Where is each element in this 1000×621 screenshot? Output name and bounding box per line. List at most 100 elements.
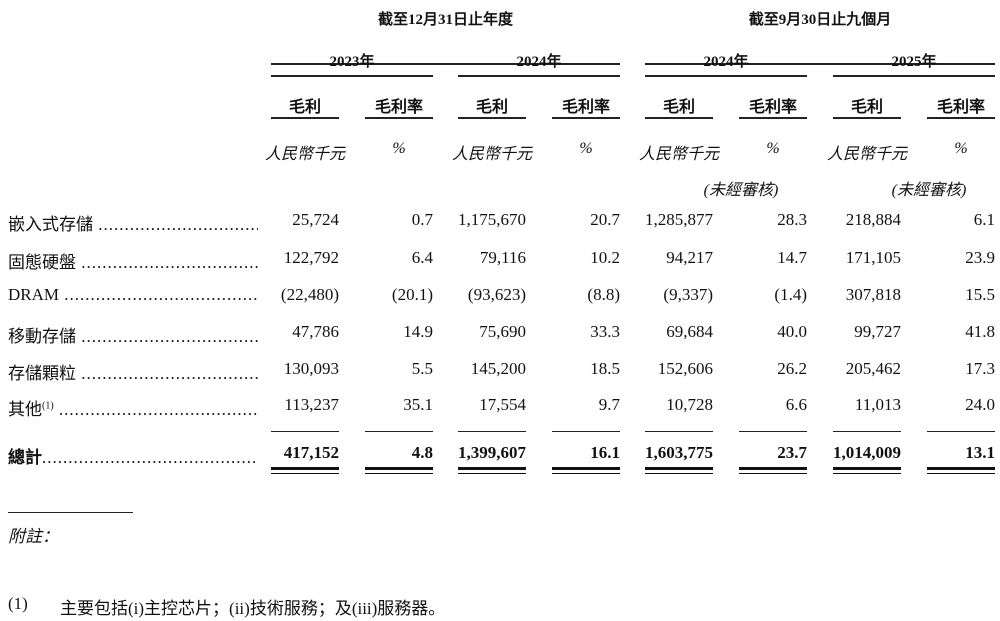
row-label-text: 嵌入式存儲 <box>8 215 93 234</box>
notes-title: 附註： <box>8 527 59 546</box>
total-label: 總計......................................… <box>8 443 258 468</box>
total-double-rule <box>833 467 901 474</box>
profit-header: 毛利 <box>475 99 508 116</box>
table-cell: 69,684 <box>666 322 713 341</box>
unit-label: 人民幣千元 <box>264 146 345 163</box>
table-cell: 14.9 <box>403 322 433 341</box>
year-rule <box>645 75 807 77</box>
row-label-text: 固態硬盤 <box>8 253 76 272</box>
group-rule <box>271 63 620 65</box>
total-cell: 417,152 <box>283 443 339 462</box>
table-cell: 17.3 <box>965 359 995 378</box>
total-cell: 1,014,009 <box>833 443 901 462</box>
table-cell: (1.4) <box>774 285 807 304</box>
row-label: 固態硬盤 ...................................… <box>8 248 258 273</box>
year-header: 2024年 <box>703 54 749 70</box>
unaudited-label: (未經審核) <box>703 182 779 199</box>
subtotal-rule <box>458 431 526 432</box>
subheader-rule <box>271 117 339 119</box>
margin-header: 毛利率 <box>561 99 610 116</box>
row-label: 移動存儲 ...................................… <box>8 322 258 347</box>
footnote-ref: (1) <box>42 400 54 412</box>
table-cell: 75,690 <box>479 322 526 341</box>
table-cell: 20.7 <box>590 210 620 229</box>
row-label-text: 其他 <box>8 400 42 419</box>
margin-header: 毛利率 <box>748 99 797 116</box>
table-cell: 40.0 <box>777 322 807 341</box>
unit-label: % <box>579 140 593 157</box>
table-cell: (20.1) <box>391 285 433 304</box>
table-cell: (22,480) <box>280 285 339 304</box>
table-cell: 10.2 <box>590 248 620 267</box>
row-label-text: 移動存儲 <box>8 327 76 346</box>
subtotal-rule <box>833 431 901 432</box>
total-double-rule <box>645 467 713 474</box>
table-cell: 1,175,670 <box>458 210 526 229</box>
subheader-rule <box>927 117 995 119</box>
total-double-rule <box>458 467 526 474</box>
subtotal-rule <box>552 431 620 432</box>
footnote-separator <box>8 512 133 513</box>
table-cell: 6.4 <box>411 248 433 267</box>
year-rule <box>833 75 995 77</box>
row-label: 其他(1) ..................................… <box>8 395 258 420</box>
total-cell: 13.1 <box>965 443 995 462</box>
subheader-rule <box>458 117 526 119</box>
table-cell: (8.8) <box>587 285 620 304</box>
profit-header: 毛利 <box>288 99 321 116</box>
table-cell: 18.5 <box>590 359 620 378</box>
subheader-rule <box>365 117 433 119</box>
subheader-rule <box>833 117 901 119</box>
year-header: 2025年 <box>891 54 937 70</box>
table-cell: 152,606 <box>657 359 713 378</box>
table-cell: 28.3 <box>777 210 807 229</box>
table-cell: 9.7 <box>598 395 620 414</box>
total-cell: 16.1 <box>590 443 620 462</box>
leader-dots: ........................................ <box>81 364 258 383</box>
leader-dots: ........................................ <box>59 285 258 304</box>
unaudited-label: (未經審核) <box>891 182 967 199</box>
group-header: 截至12月31日止年度 <box>377 12 513 28</box>
table-cell: 10,728 <box>666 395 713 414</box>
margin-header: 毛利率 <box>374 99 423 116</box>
unit-label: 人民幣千元 <box>638 146 719 163</box>
table-cell: (9,337) <box>663 285 713 304</box>
table-cell: 23.9 <box>965 248 995 267</box>
table-cell: 130,093 <box>283 359 339 378</box>
footnote-marker: (1) <box>8 594 28 613</box>
table-cell: 25,724 <box>292 210 339 229</box>
total-label-text: 總計 <box>8 448 42 467</box>
margin-header: 毛利率 <box>936 99 985 116</box>
unit-label: % <box>766 140 780 157</box>
row-label: 存儲顆粒 ...................................… <box>8 359 258 384</box>
table-cell: 33.3 <box>590 322 620 341</box>
total-cell: 4.8 <box>411 443 433 462</box>
row-label-text: 存儲顆粒 <box>8 364 76 383</box>
unit-label: 人民幣千元 <box>451 146 532 163</box>
leader-dots: ........................................ <box>53 400 258 419</box>
unit-label: % <box>954 140 968 157</box>
total-cell: 23.7 <box>777 443 807 462</box>
group-header: 截至9月30日止九個月 <box>748 12 892 28</box>
total-double-rule <box>552 467 620 474</box>
table-cell: 15.5 <box>965 285 995 304</box>
table-cell: 17,554 <box>479 395 526 414</box>
year-header: 2023年 <box>329 54 375 70</box>
subtotal-rule <box>739 431 807 432</box>
row-label-text: DRAM <box>8 285 60 304</box>
row-label: 嵌入式存儲 ..................................… <box>8 210 258 235</box>
leader-dots: ........................................ <box>98 215 258 234</box>
unit-label: % <box>392 140 406 157</box>
profit-header: 毛利 <box>850 99 883 116</box>
year-rule <box>458 75 620 77</box>
total-double-rule <box>739 467 807 474</box>
table-cell: 41.8 <box>965 322 995 341</box>
year-rule <box>271 75 433 77</box>
table-cell: 205,462 <box>845 359 901 378</box>
table-cell: 307,818 <box>845 285 901 304</box>
total-double-rule <box>271 467 339 474</box>
footnote-text: 主要包括(i)主控芯片；(ii)技術服務；及(iii)服務器。 <box>60 599 446 618</box>
subtotal-rule <box>645 431 713 432</box>
table-cell: 11,013 <box>854 395 901 414</box>
total-double-rule <box>927 467 995 474</box>
